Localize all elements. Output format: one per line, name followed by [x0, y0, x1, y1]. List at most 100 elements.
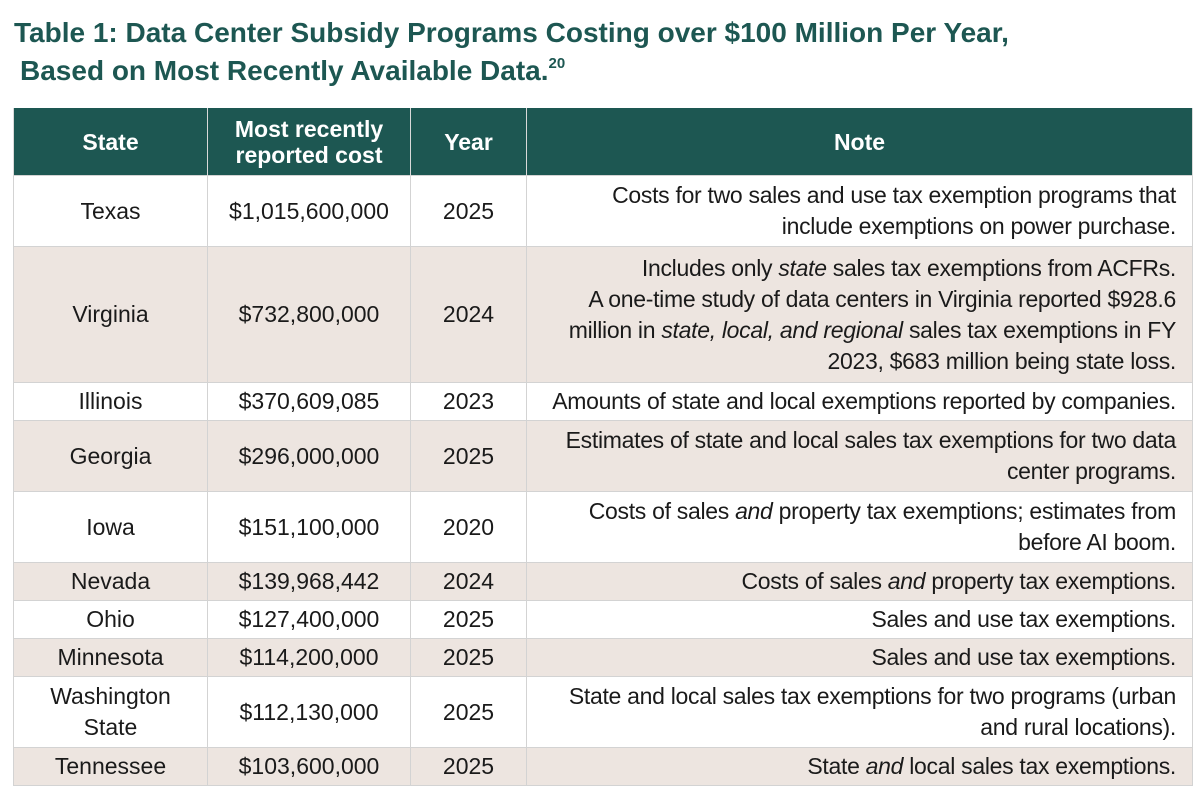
note-text: Sales and use tax exemptions. — [871, 644, 1176, 670]
table-row: Iowa $151,100,000 2020 Costs of sales and p… — [13, 491, 1193, 563]
cell-state: Minnesota — [13, 638, 208, 677]
note-line: 2023, $683 million being state loss. — [535, 346, 1177, 377]
cell-state: Georgia — [13, 420, 208, 492]
table-row: Washington State $112,130,000 2025 State and… — [13, 676, 1193, 748]
table-title-line1: Table 1: Data Center Subsidy Programs Co… — [14, 17, 1009, 48]
footnote-marker: 20 — [548, 55, 566, 72]
note-line: Includes only state sales tax exemptions… — [535, 253, 1176, 284]
note-emphasis: state — [778, 254, 827, 281]
cell-note: Costs of sales and property tax exemptio… — [526, 562, 1193, 601]
cell-state: Tennessee — [13, 747, 208, 786]
note-line: Sales and use tax exemptions. — [535, 604, 1176, 635]
cell-note: Sales and use tax exemptions. — [526, 600, 1193, 639]
note-text: Sales and use tax exemptions. — [871, 606, 1176, 632]
cell-state-line: Tennessee — [54, 753, 167, 779]
note-line: Amounts of state and local exemptions re… — [535, 386, 1176, 417]
note-text: Costs of sales — [588, 498, 736, 524]
cell-state: Ohio — [13, 600, 208, 639]
table-header-row: State Most recently reported cost Year No… — [13, 108, 1193, 176]
cell-cost: $103,600,000 — [207, 747, 411, 786]
table-body: Texas $1,015,600,000 2025 Costs for two sal… — [13, 175, 1193, 786]
note-line: before AI boom. — [535, 527, 1176, 558]
note-text: sales tax exemptions in FY — [902, 316, 1176, 343]
cell-state: Iowa — [13, 491, 208, 563]
cell-note: Sales and use tax exemptions. — [526, 638, 1193, 677]
cell-year: 2024 — [410, 246, 527, 383]
note-text: include exemptions on power purchase. — [781, 213, 1177, 239]
cell-year: 2024 — [410, 562, 527, 601]
note-text: and rural locations). — [980, 714, 1176, 740]
note-text: sales tax exemptions from ACFRs. — [826, 254, 1177, 281]
cell-year: 2025 — [410, 600, 527, 639]
table-title-line2: Based on Most Recently Available Data.20 — [14, 52, 1009, 90]
note-line: Costs for two sales and use tax exemptio… — [535, 180, 1176, 211]
note-line: State and local sales tax exemptions for… — [535, 681, 1176, 712]
cell-cost: $370,609,085 — [207, 382, 411, 421]
table-title-line2-text: Based on Most Recently Available Data. — [20, 55, 549, 86]
note-text: Amounts of state and local exemptions re… — [552, 388, 1176, 414]
note-line: Costs of sales and property tax exemptio… — [535, 496, 1177, 527]
cell-cost: $127,400,000 — [207, 600, 411, 639]
cell-year: 2023 — [410, 382, 527, 421]
cell-state-line: Georgia — [69, 442, 152, 469]
cell-note: Costs for two sales and use tax exemptio… — [526, 175, 1193, 247]
note-line: and rural locations). — [535, 712, 1176, 743]
cell-state-line: Nevada — [70, 568, 151, 594]
cell-year: 2025 — [410, 420, 527, 492]
note-text: A one-time study of data centers in Virg… — [588, 285, 1176, 312]
note-line: million in state, local, and regional sa… — [535, 315, 1177, 346]
note-text: Estimates of state and local sales tax e… — [565, 427, 1177, 453]
note-text: State — [807, 753, 866, 779]
column-header-cost-line2: reported cost — [235, 141, 383, 168]
note-emphasis: and — [735, 498, 773, 524]
note-line: Costs of sales and property tax exemptio… — [535, 566, 1176, 597]
cell-cost: $1,015,600,000 — [207, 175, 411, 247]
note-text: property tax exemptions; estimates from — [772, 498, 1177, 524]
cell-note: State and local sales tax exemptions. — [526, 747, 1193, 786]
cell-state-line: Washington — [50, 683, 171, 709]
table-row: Illinois $370,609,085 2023 Amounts of state… — [13, 382, 1193, 421]
column-header-state: State — [13, 108, 208, 176]
table-title: Table 1: Data Center Subsidy Programs Co… — [14, 14, 1009, 90]
cell-cost: $296,000,000 — [207, 420, 411, 492]
cell-state: Texas — [13, 175, 208, 247]
cell-state: Washington State — [13, 676, 208, 748]
note-text: center programs. — [1006, 458, 1176, 484]
cell-state-line: Ohio — [86, 606, 135, 632]
note-text: Costs of sales — [741, 568, 888, 594]
cell-cost: $151,100,000 — [207, 491, 411, 563]
note-text: million in — [568, 316, 662, 343]
cell-note: State and local sales tax exemptions for… — [526, 676, 1193, 748]
cell-year: 2020 — [410, 491, 527, 563]
note-text: before AI boom. — [1018, 529, 1176, 555]
column-header-note: Note — [526, 108, 1193, 176]
table-row: Georgia $296,000,000 2025 Estimates of stat… — [13, 420, 1193, 492]
note-text: Includes only — [641, 254, 779, 281]
cell-state-line: Iowa — [86, 513, 135, 540]
cell-state-line: Texas — [80, 197, 141, 224]
cell-year: 2025 — [410, 676, 527, 748]
cell-cost: $112,130,000 — [207, 676, 411, 748]
cell-cost: $732,800,000 — [207, 246, 411, 383]
note-line: Sales and use tax exemptions. — [535, 642, 1176, 673]
note-line: include exemptions on power purchase. — [535, 211, 1177, 242]
subsidy-table: State Most recently reported cost Year No… — [13, 108, 1193, 786]
note-line: A one-time study of data centers in Virg… — [535, 284, 1176, 315]
note-line: Estimates of state and local sales tax e… — [535, 425, 1177, 456]
column-header-year: Year — [410, 108, 527, 176]
note-line: State and local sales tax exemptions. — [535, 751, 1176, 782]
cell-year: 2025 — [410, 175, 527, 247]
note-text: Costs for two sales and use tax exemptio… — [612, 182, 1176, 208]
note-text: local sales tax exemptions. — [903, 753, 1176, 779]
cell-note: Amounts of state and local exemptions re… — [526, 382, 1193, 421]
cell-state: Nevada — [13, 562, 208, 601]
cell-state-line: Minnesota — [57, 644, 164, 670]
table-row: Nevada $139,968,442 2024 Costs of sales and… — [13, 562, 1193, 601]
note-emphasis: and — [887, 568, 926, 594]
cell-state-line: Illinois — [78, 388, 143, 414]
cell-state-line: Virginia — [72, 301, 149, 327]
cell-note: Estimates of state and local sales tax e… — [526, 420, 1193, 492]
table-row: Texas $1,015,600,000 2025 Costs for two sal… — [13, 175, 1193, 247]
cell-note: Costs of sales and property tax exemptio… — [526, 491, 1193, 563]
table-row: Ohio $127,400,000 2025 Sales and use tax ex… — [13, 600, 1193, 639]
